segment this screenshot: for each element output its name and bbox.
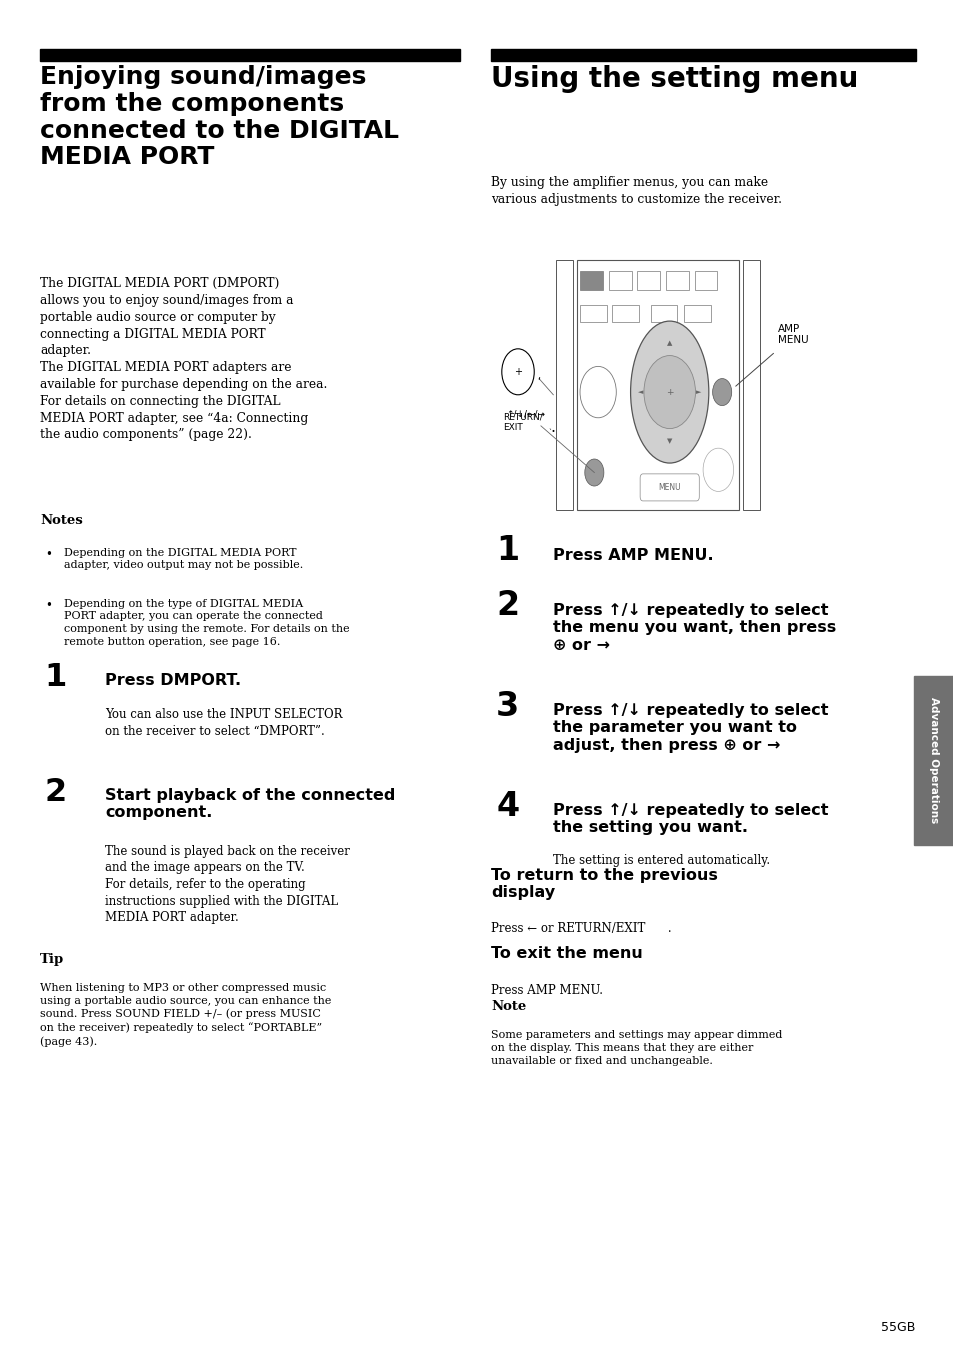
Text: By using the amplifier menus, you can make
various adjustments to customize the : By using the amplifier menus, you can ma… xyxy=(491,176,781,206)
Text: Enjoying sound/images
from the components
connected to the DIGITAL
MEDIA PORT: Enjoying sound/images from the component… xyxy=(40,65,398,169)
Text: To exit the menu: To exit the menu xyxy=(491,946,642,961)
Bar xyxy=(579,306,606,323)
Text: Press AMP MENU.: Press AMP MENU. xyxy=(491,984,602,998)
Text: +: + xyxy=(665,388,673,396)
Text: You can also use the INPUT SELECTOR
on the receiver to select “DMPORT”.: You can also use the INPUT SELECTOR on t… xyxy=(105,708,342,738)
Circle shape xyxy=(584,458,603,485)
Text: AMP
MENU: AMP MENU xyxy=(777,323,807,345)
Bar xyxy=(913,676,953,845)
Text: RETURN/
EXIT: RETURN/ EXIT xyxy=(502,412,542,431)
Bar xyxy=(637,270,659,289)
Text: ►: ► xyxy=(695,389,700,395)
Text: Depending on the type of DIGITAL MEDIA
PORT adapter, you can operate the connect: Depending on the type of DIGITAL MEDIA P… xyxy=(64,599,349,646)
Bar xyxy=(650,306,677,323)
Text: ▲: ▲ xyxy=(666,341,672,346)
Text: 55GB: 55GB xyxy=(881,1321,915,1334)
Text: 3: 3 xyxy=(496,690,518,722)
Text: Advanced Operations: Advanced Operations xyxy=(928,698,938,823)
Bar xyxy=(665,270,688,289)
Text: Press DMPORT.: Press DMPORT. xyxy=(105,673,241,688)
Text: Note: Note xyxy=(491,1000,526,1014)
Text: Notes: Notes xyxy=(40,514,83,527)
Text: ↑/↓/←/→: ↑/↓/←/→ xyxy=(506,410,545,419)
Text: Using the setting menu: Using the setting menu xyxy=(491,65,858,93)
Text: Press ← or RETURN/EXIT      .: Press ← or RETURN/EXIT . xyxy=(491,922,671,936)
Text: Some parameters and settings may appear dimmed
on the display. This means that t: Some parameters and settings may appear … xyxy=(491,1030,781,1065)
Text: Tip: Tip xyxy=(40,953,64,967)
Bar xyxy=(683,306,710,323)
Text: Press ↑/↓ repeatedly to select
the setting you want.: Press ↑/↓ repeatedly to select the setti… xyxy=(553,803,828,836)
Text: Press ↑/↓ repeatedly to select
the parameter you want to
adjust, then press ⊕ or: Press ↑/↓ repeatedly to select the param… xyxy=(553,703,828,753)
Text: 1: 1 xyxy=(496,534,518,566)
Text: To return to the previous
display: To return to the previous display xyxy=(491,868,718,900)
Text: Start playback of the connected
component.: Start playback of the connected componen… xyxy=(105,788,395,821)
Text: 2: 2 xyxy=(45,777,67,808)
Text: +: + xyxy=(514,366,521,377)
Bar xyxy=(612,306,639,323)
Text: Depending on the DIGITAL MEDIA PORT
adapter, video output may not be possible.: Depending on the DIGITAL MEDIA PORT adap… xyxy=(64,548,303,571)
Text: MENU: MENU xyxy=(658,483,680,492)
Bar xyxy=(40,49,459,61)
Text: 2: 2 xyxy=(496,589,518,622)
Bar xyxy=(742,260,760,510)
Text: 4: 4 xyxy=(496,790,518,822)
Circle shape xyxy=(712,379,731,406)
Bar xyxy=(556,260,573,510)
Text: ,: , xyxy=(537,370,539,381)
Text: 1: 1 xyxy=(45,662,67,694)
Circle shape xyxy=(643,356,695,429)
Text: ▼: ▼ xyxy=(666,438,672,443)
Text: The setting is entered automatically.: The setting is entered automatically. xyxy=(553,854,770,868)
Text: Press ↑/↓ repeatedly to select
the menu you want, then press
⊕ or →: Press ↑/↓ repeatedly to select the menu … xyxy=(553,603,836,653)
Bar xyxy=(491,49,915,61)
Text: •: • xyxy=(45,548,51,561)
Text: `•: `• xyxy=(548,429,556,434)
Text: ◄: ◄ xyxy=(638,389,643,395)
Text: •: • xyxy=(45,599,51,612)
Bar xyxy=(579,270,602,289)
Bar xyxy=(694,270,717,289)
Text: Press AMP MENU.: Press AMP MENU. xyxy=(553,548,713,562)
Ellipse shape xyxy=(630,320,708,462)
Text: The sound is played back on the receiver
and the image appears on the TV.
For de: The sound is played back on the receiver… xyxy=(105,845,350,923)
Bar xyxy=(608,270,631,289)
Text: When listening to MP3 or other compressed music
using a portable audio source, y: When listening to MP3 or other compresse… xyxy=(40,983,331,1046)
Text: The DIGITAL MEDIA PORT (DMPORT)
allows you to enjoy sound/images from a
portable: The DIGITAL MEDIA PORT (DMPORT) allows y… xyxy=(40,277,327,441)
Bar xyxy=(577,260,739,510)
